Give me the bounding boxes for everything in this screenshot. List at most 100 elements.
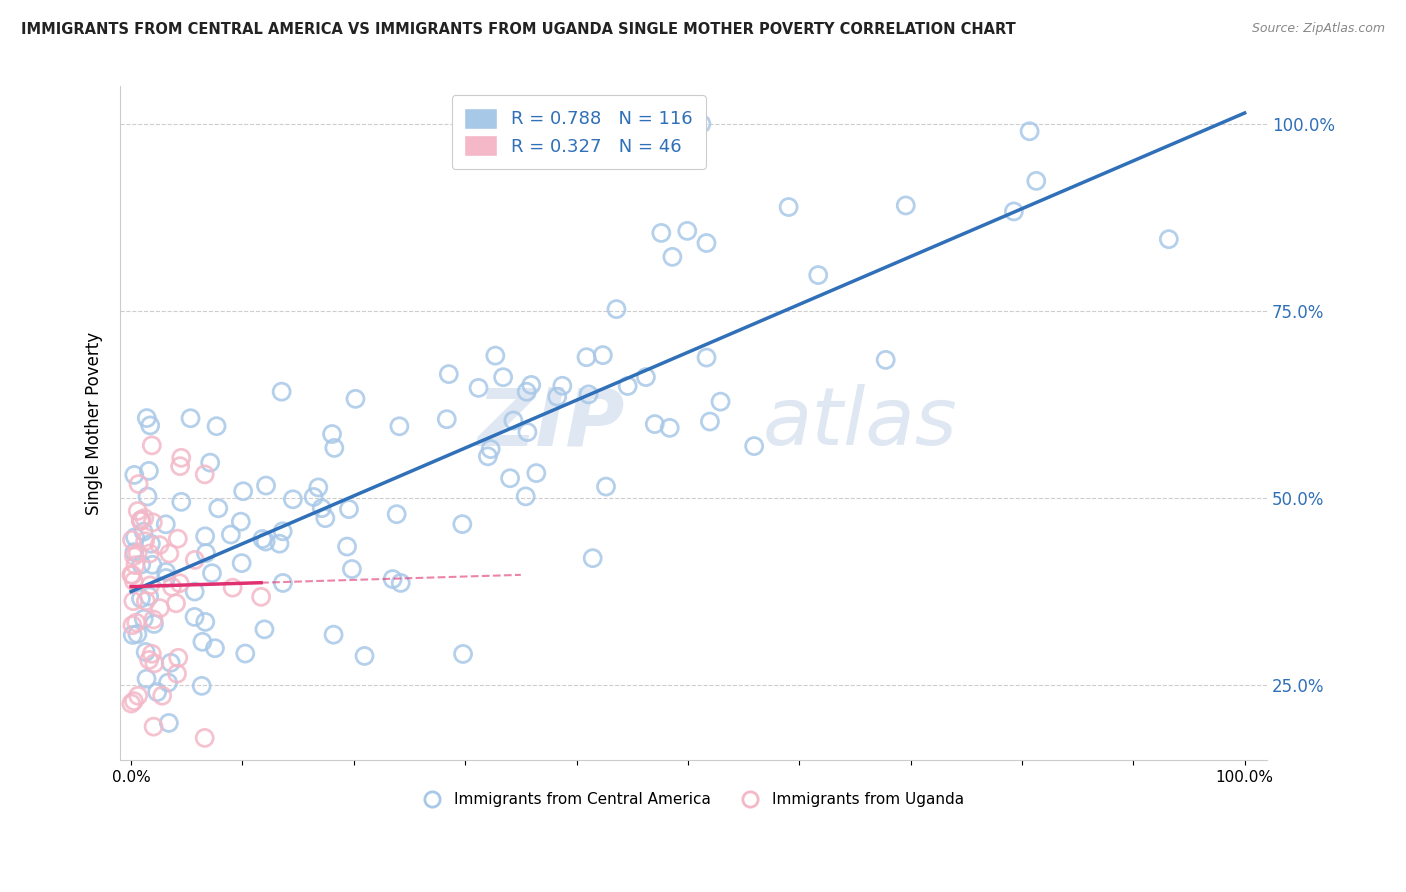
Point xyxy=(894,198,917,212)
Point xyxy=(252,532,274,546)
Point xyxy=(499,471,522,485)
Point xyxy=(451,517,474,532)
Point xyxy=(337,502,360,516)
Point xyxy=(699,415,721,429)
Point xyxy=(122,574,145,588)
Point xyxy=(142,720,165,734)
Point xyxy=(155,571,177,585)
Point xyxy=(605,302,627,317)
Point xyxy=(595,480,617,494)
Point xyxy=(166,666,188,681)
Point xyxy=(322,628,344,642)
Point xyxy=(271,576,294,591)
Point xyxy=(139,547,162,561)
Point xyxy=(742,439,765,453)
Point xyxy=(515,489,537,503)
Point xyxy=(578,387,600,401)
Point xyxy=(129,558,152,572)
Point xyxy=(155,517,177,532)
Point xyxy=(132,612,155,626)
Point xyxy=(546,390,568,404)
Point xyxy=(492,370,515,384)
Point xyxy=(167,650,190,665)
Point xyxy=(157,675,180,690)
Point xyxy=(169,459,191,474)
Point xyxy=(551,378,574,392)
Text: IMMIGRANTS FROM CENTRAL AMERICA VS IMMIGRANTS FROM UGANDA SINGLE MOTHER POVERTY : IMMIGRANTS FROM CENTRAL AMERICA VS IMMIG… xyxy=(21,22,1017,37)
Point xyxy=(516,425,538,439)
Point xyxy=(135,411,157,425)
Point xyxy=(124,467,146,482)
Point xyxy=(340,562,363,576)
Point xyxy=(389,575,412,590)
Point xyxy=(184,553,207,567)
Point xyxy=(616,379,638,393)
Point xyxy=(142,516,165,530)
Point xyxy=(190,679,212,693)
Point xyxy=(875,352,897,367)
Point xyxy=(451,647,474,661)
Point xyxy=(520,378,543,392)
Point xyxy=(121,628,143,642)
Point xyxy=(127,689,149,703)
Point xyxy=(250,590,273,604)
Point xyxy=(122,694,145,708)
Point xyxy=(336,540,359,554)
Point xyxy=(194,467,217,482)
Point xyxy=(484,349,506,363)
Point xyxy=(120,697,142,711)
Point xyxy=(159,656,181,670)
Point xyxy=(134,511,156,525)
Point xyxy=(170,495,193,509)
Point xyxy=(254,534,277,549)
Point xyxy=(135,645,157,659)
Point xyxy=(477,450,499,464)
Point xyxy=(690,117,713,131)
Point xyxy=(139,418,162,433)
Point xyxy=(696,351,718,365)
Point xyxy=(661,250,683,264)
Point xyxy=(183,610,205,624)
Point xyxy=(138,653,160,667)
Point xyxy=(582,551,605,566)
Point xyxy=(149,601,172,615)
Point xyxy=(437,367,460,381)
Point xyxy=(138,590,160,604)
Point xyxy=(180,411,202,425)
Point xyxy=(143,617,166,632)
Point xyxy=(143,657,166,671)
Point xyxy=(1018,124,1040,138)
Point xyxy=(122,594,145,608)
Point xyxy=(132,524,155,539)
Point xyxy=(204,641,226,656)
Point xyxy=(141,438,163,452)
Point xyxy=(157,547,180,561)
Point xyxy=(676,224,699,238)
Point xyxy=(139,578,162,592)
Point xyxy=(129,513,152,527)
Point xyxy=(201,566,224,581)
Point xyxy=(135,594,157,608)
Point xyxy=(254,478,277,492)
Point xyxy=(353,648,375,663)
Point xyxy=(709,394,731,409)
Point xyxy=(311,501,333,516)
Point xyxy=(479,442,502,456)
Point xyxy=(194,731,217,745)
Point xyxy=(502,413,524,427)
Point xyxy=(778,200,800,214)
Point xyxy=(124,530,146,544)
Point xyxy=(644,417,666,431)
Point xyxy=(271,524,294,539)
Point xyxy=(129,591,152,606)
Point xyxy=(233,647,256,661)
Point xyxy=(157,715,180,730)
Point xyxy=(135,672,157,686)
Point xyxy=(219,527,242,541)
Point xyxy=(128,477,150,491)
Point xyxy=(467,381,489,395)
Point xyxy=(122,549,145,564)
Point xyxy=(1157,232,1180,246)
Point xyxy=(575,350,598,364)
Point xyxy=(229,515,252,529)
